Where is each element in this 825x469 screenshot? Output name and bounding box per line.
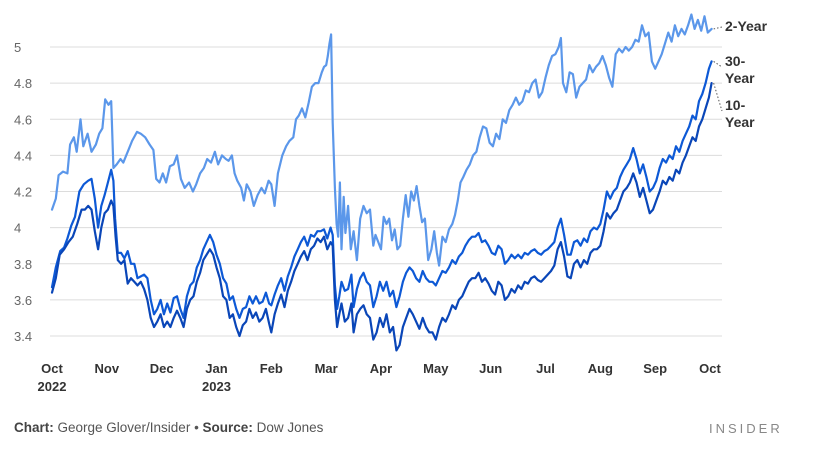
y-tick-label: 3.4 bbox=[14, 329, 32, 344]
series-line-30-year bbox=[50, 60, 713, 319]
x-tick-year-label: 2022 bbox=[38, 379, 67, 394]
x-tick-label: Aug bbox=[588, 361, 613, 376]
x-tick-label: Nov bbox=[95, 361, 120, 376]
x-tick-label: Dec bbox=[150, 361, 174, 376]
x-tick-label: Apr bbox=[370, 361, 392, 376]
insider-logo: INSIDER bbox=[709, 421, 783, 436]
x-tick-label: Jul bbox=[536, 361, 555, 376]
y-tick-label: 3.6 bbox=[14, 293, 32, 308]
credit-chart-author: George Glover/Insider • bbox=[53, 420, 203, 435]
gridlines bbox=[50, 46, 722, 337]
series-label: Year bbox=[725, 114, 755, 130]
chart-credit: Chart: George Glover/Insider • Source: D… bbox=[14, 420, 323, 435]
x-tick-label: Mar bbox=[315, 361, 338, 376]
series-line-2-year bbox=[50, 13, 713, 267]
x-tick-label: Oct bbox=[41, 361, 63, 376]
x-tick-label: Oct bbox=[699, 361, 721, 376]
y-tick-label: 4.6 bbox=[14, 112, 32, 127]
x-tick-label: Jun bbox=[479, 361, 502, 376]
credit-chart-label: Chart: bbox=[14, 420, 54, 435]
series-label: Year bbox=[725, 70, 755, 86]
credit-source-label: Source: bbox=[202, 420, 253, 435]
series-label: 2-Year bbox=[725, 18, 768, 34]
label-leader bbox=[713, 82, 723, 112]
x-tick-label: Sep bbox=[643, 361, 667, 376]
line-chart: 3.4 3.6 3.8 4 4.2 4.4 4.6 4.8 5 Oct 2022 Nov Dec Jan… bbox=[14, 13, 768, 394]
y-tick-label: 4.8 bbox=[14, 76, 32, 91]
y-tick-label: 4.2 bbox=[14, 185, 32, 200]
x-tick-label: Jan bbox=[205, 361, 227, 376]
label-leader bbox=[713, 26, 723, 30]
credit-source-name: Dow Jones bbox=[252, 420, 324, 435]
x-tick-label: Feb bbox=[260, 361, 283, 376]
series-label: 30- bbox=[725, 53, 746, 69]
label-leader bbox=[713, 61, 723, 68]
y-tick-label: 4 bbox=[14, 221, 21, 236]
y-tick-label: 3.8 bbox=[14, 257, 32, 272]
series-label: 10- bbox=[725, 97, 746, 113]
y-tick-label: 4.4 bbox=[14, 148, 32, 163]
y-tick-label: 5 bbox=[14, 40, 21, 55]
series-line-10-year bbox=[50, 82, 713, 352]
y-axis-ticks: 3.4 3.6 3.8 4 4.2 4.4 4.6 4.8 5 bbox=[14, 40, 32, 344]
series-lines bbox=[50, 13, 713, 352]
x-tick-year-label: 2023 bbox=[202, 379, 231, 394]
x-tick-label: May bbox=[423, 361, 449, 376]
x-axis-ticks: Oct 2022 Nov Dec Jan 2023 Feb Mar Apr May Jun Jul Au… bbox=[38, 361, 722, 394]
